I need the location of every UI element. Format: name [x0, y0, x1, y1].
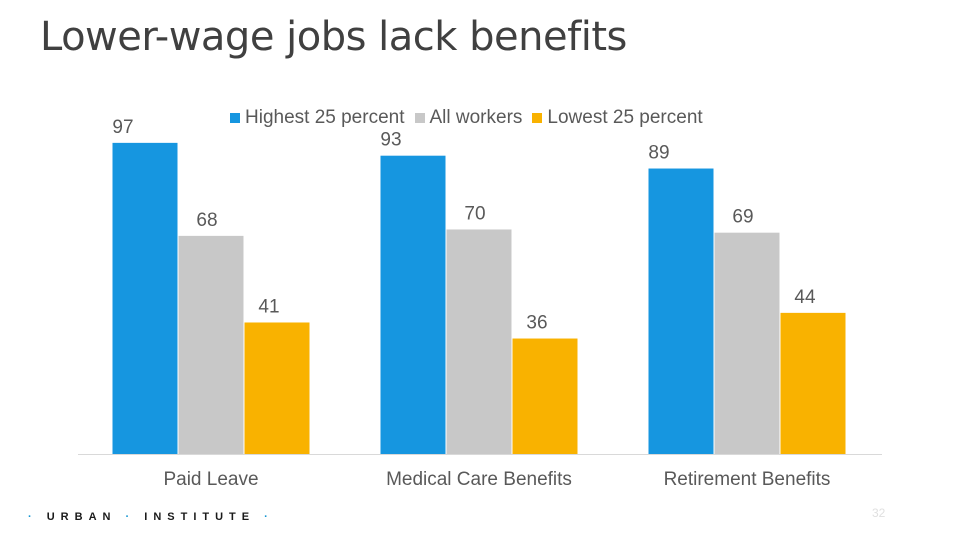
data-label-medical-care-highest: 93 [380, 130, 401, 151]
category-label-medical-care: Medical Care Benefits [386, 469, 572, 490]
legend-label-all-workers: All workers [429, 107, 523, 128]
bar-medical-care-all-workers [446, 229, 512, 454]
data-label-paid-leave-highest: 97 [112, 117, 133, 138]
data-label-retirement-all-workers: 69 [732, 207, 753, 228]
bar-paid-leave-highest [112, 142, 178, 454]
bar-paid-leave-all-workers [178, 235, 244, 454]
category-label-paid-leave: Paid Leave [163, 469, 258, 490]
data-label-medical-care-all-workers: 70 [464, 203, 485, 224]
legend-item-highest: Highest 25 percent [230, 107, 405, 129]
data-label-paid-leave-lowest: 41 [258, 296, 279, 317]
bar-medical-care-lowest [512, 338, 578, 454]
bar-paid-leave-lowest [244, 322, 310, 454]
bar-medical-care-highest [380, 155, 446, 454]
bar-retirement-highest [648, 168, 714, 454]
page-number: 32 [872, 506, 886, 520]
legend-item-lowest: Lowest 25 percent [532, 107, 703, 129]
legend-swatch-highest [230, 113, 240, 123]
legend-label-highest: Highest 25 percent [245, 107, 405, 128]
urban-institute-logo: · URBAN · INSTITUTE · [28, 511, 274, 523]
bar-retirement-lowest [780, 312, 846, 454]
chart-legend: Highest 25 percent All workers Lowest 25… [230, 107, 713, 129]
category-label-retirement: Retirement Benefits [664, 469, 831, 490]
data-label-paid-leave-all-workers: 68 [196, 210, 217, 231]
legend-item-all-workers: All workers [414, 107, 523, 129]
legend-swatch-lowest [532, 113, 543, 123]
legend-label-lowest: Lowest 25 percent [547, 107, 703, 128]
data-label-retirement-lowest: 44 [794, 287, 816, 308]
data-label-retirement-highest: 89 [648, 143, 669, 164]
legend-swatch-all-workers [414, 113, 425, 123]
slide-title: Lower-wage jobs lack benefits [40, 14, 627, 60]
data-label-medical-care-lowest: 36 [526, 313, 547, 334]
bar-retirement-all-workers [714, 232, 780, 454]
